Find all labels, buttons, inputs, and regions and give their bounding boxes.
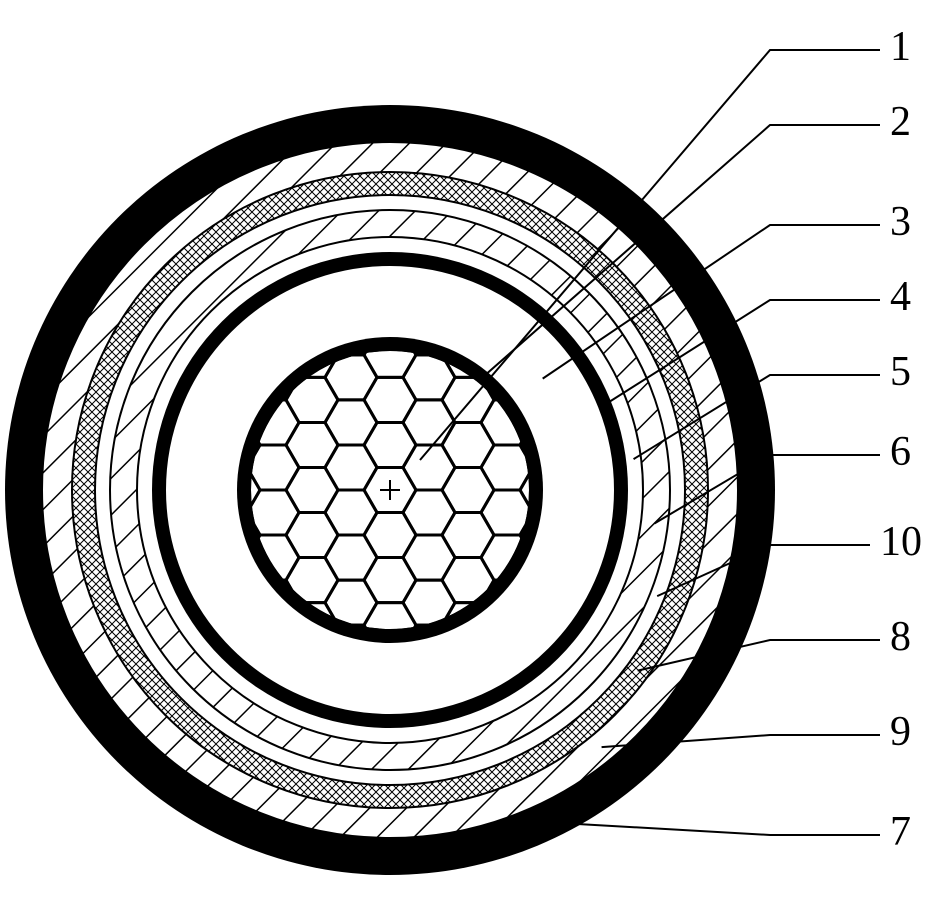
callout-label-5: 5 — [890, 348, 911, 396]
callout-label-7: 7 — [890, 808, 911, 856]
callout-label-4: 4 — [890, 273, 911, 321]
callout-label-6: 6 — [890, 428, 911, 476]
cable-cross-section-diagram — [0, 0, 933, 911]
callout-label-9: 9 — [890, 708, 911, 756]
callout-label-10: 10 — [880, 518, 922, 566]
callout-label-8: 8 — [890, 613, 911, 661]
callout-label-1: 1 — [890, 23, 911, 71]
callout-label-2: 2 — [890, 98, 911, 146]
callout-label-3: 3 — [890, 198, 911, 246]
leader-line-7 — [545, 822, 880, 835]
